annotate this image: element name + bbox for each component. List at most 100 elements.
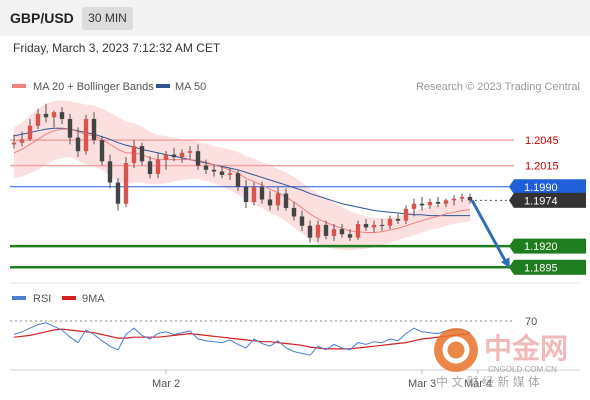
x-tick-label: Mar 2 [152, 378, 180, 390]
candle-down [395, 218, 401, 221]
level-label-resistance: 1.2045 [525, 135, 559, 147]
candle-up [387, 218, 393, 226]
legend-swatch-rsi [12, 296, 26, 300]
candle-down [299, 216, 305, 226]
candle-up [131, 146, 137, 164]
candle-down [59, 112, 65, 119]
candle-down [115, 182, 121, 204]
legend-swatch-ma50 [156, 84, 170, 88]
timeframe-badge[interactable]: 30 MIN [82, 7, 133, 30]
candle-up [251, 186, 257, 203]
candle-up [275, 193, 281, 206]
candle-down [283, 193, 289, 208]
candle-down [203, 165, 209, 170]
rsi-level-label: 70 [525, 316, 537, 328]
candle-up [331, 229, 337, 236]
legend-label-rsi: RSI [33, 293, 51, 305]
candle-up [155, 159, 161, 175]
legend-label-ma50: MA 50 [175, 81, 206, 93]
watermark-domain: CNGOLD.COM.CN [488, 365, 557, 374]
candle-up [227, 173, 233, 175]
candle-up [123, 163, 129, 204]
candle-down [347, 234, 353, 238]
rsi-legend: RSI 9MA [12, 293, 105, 305]
candle-down [219, 171, 225, 175]
candle-down [211, 169, 217, 172]
level-tag-pointer [509, 238, 514, 254]
forecast-arrow-shaft [470, 199, 508, 264]
candle-up [35, 113, 41, 126]
level-label-support: 1.1920 [524, 241, 558, 253]
forecast-arrow-head [500, 257, 510, 269]
legend-swatch-ma20 [12, 84, 26, 88]
candle-down [419, 203, 425, 206]
candle-down [323, 224, 329, 236]
watermark-logo-icon [434, 328, 478, 372]
candle-up [355, 224, 361, 238]
candle-up [403, 208, 409, 221]
candle-down [91, 118, 97, 141]
chart-datetime: Friday, March 3, 2023 7:12:32 AM CET [13, 41, 221, 55]
candle-down [235, 173, 241, 187]
level-tag-pointer [509, 259, 514, 275]
level-label-support: 1.1895 [524, 262, 558, 274]
candle-down [339, 229, 345, 235]
moving-averages [13, 127, 471, 234]
candle-down [243, 186, 249, 203]
level-tag-last [514, 192, 586, 208]
ma50-line [13, 127, 470, 217]
legend-label-ma20: MA 20 + Bollinger Bands [33, 81, 154, 93]
candle-up [451, 198, 457, 201]
candle-down [435, 202, 441, 204]
legend: MA 20 + Bollinger Bands MA 50 Research ©… [12, 81, 580, 93]
candle-up [411, 203, 417, 209]
legend-swatch-9ma [62, 296, 76, 300]
watermark-tagline: 中 文 财 经 新 媒 体 [436, 374, 540, 389]
currency-pair-title: GBP/USD [10, 10, 74, 26]
candle-down [99, 140, 105, 162]
candle-up [27, 125, 33, 140]
candle-down [467, 196, 473, 201]
candlesticks [11, 103, 473, 243]
candle-down [43, 113, 49, 118]
watermark-logo-ring [442, 336, 470, 364]
candle-down [291, 207, 297, 217]
candle-up [187, 151, 193, 153]
candle-down [259, 186, 265, 200]
candle-down [147, 161, 153, 175]
candle-up [427, 202, 433, 206]
watermark-brand: 中金网 [484, 332, 568, 364]
candle-down [307, 225, 313, 238]
x-tick-label: Mar 4 [464, 378, 492, 390]
ma20-line [13, 128, 471, 234]
level-tag-support [514, 238, 586, 254]
candle-up [163, 154, 169, 160]
watermark: 中金网 CNGOLD.COM.CN 中 文 财 经 新 媒 体 [434, 328, 568, 389]
legend-label-9ma: 9MA [82, 293, 105, 305]
candle-up [51, 112, 57, 118]
candle-up [371, 224, 377, 228]
candle-down [171, 154, 177, 158]
candle-down [267, 199, 273, 206]
candle-down [107, 161, 113, 183]
candle-down [75, 137, 81, 152]
research-credit: Research © 2023 Trading Central [416, 81, 580, 93]
candle-up [315, 224, 321, 238]
candle-up [11, 142, 17, 145]
candle-down [379, 224, 385, 226]
level-label-last: 1.1974 [524, 195, 558, 207]
candle-up [19, 139, 25, 143]
x-axis: Mar 2 Mar 3 Mar 4 [152, 370, 492, 390]
candle-up [179, 152, 185, 158]
rsi-line [13, 322, 471, 356]
level-tag-support [514, 259, 586, 275]
level-tag-pointer [509, 192, 514, 208]
candle-down [139, 146, 145, 162]
level-label-resistance: 1.2015 [525, 161, 559, 173]
rsi-panel: 70 [10, 316, 537, 356]
candle-down [195, 151, 201, 166]
level-tag-pivot [514, 179, 586, 195]
forecast-arrow [470, 199, 510, 269]
